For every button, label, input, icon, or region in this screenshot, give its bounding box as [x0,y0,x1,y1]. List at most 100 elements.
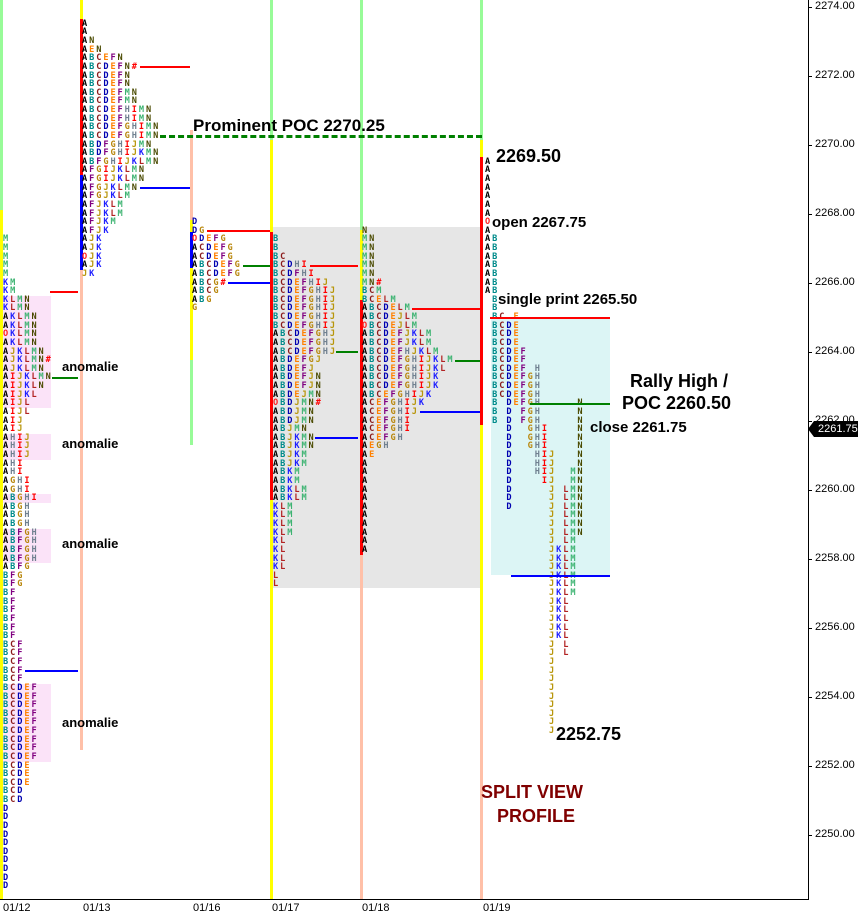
tpo-letter: B [3,665,11,676]
tpo-letter: E [24,760,32,771]
tpo-letter: M [411,320,419,331]
tpo-row: AB [485,287,499,296]
tpo-letter: H [315,320,323,331]
tpo-letter: L [17,337,25,348]
tpo-row: A [362,468,369,477]
tpo-letter: J [24,450,32,460]
tpo-row: ACEFGHIJK [362,399,426,408]
tpo-letter: F [89,182,97,193]
tpo-row: KLMN [3,295,31,305]
tpo-letter: M [17,303,25,314]
tpo-letter: K [556,588,564,598]
tpo-row: BF [3,606,17,615]
tpo-row: BCDEF [485,347,528,357]
tpo-letter: A [192,277,200,288]
tpo-row: ABCDEFGHIMN [82,130,160,141]
day-range-bar [270,0,273,140]
tpo-letter: G [220,234,228,245]
tpo-letter: E [390,312,398,322]
tpo-row: BCD [3,787,24,796]
tpo-row: BCDEFGHIJ [273,294,337,305]
tpo-letter: E [390,329,398,340]
tpo-letter: M [362,234,370,245]
tpo-letter: C [369,415,377,426]
tpo-letter: I [10,389,18,400]
tpo-row: A [485,183,492,193]
tpo-letter: D [17,700,25,711]
tpo-row: OBCDEJLM [362,320,419,331]
tpo-letter: E [294,381,302,391]
tpo-letter: B [369,381,377,391]
tpo-letter: E [513,329,521,340]
tpo-letter: D [103,105,111,115]
tpo-letter: B [3,786,11,797]
tpo-letter: M [570,562,578,573]
tpo-letter: G [527,406,535,417]
price-tick [808,214,812,215]
tpo-letter: K [96,234,104,245]
tpo-letter: F [17,527,25,538]
tpo-letter: M [31,355,39,366]
day-range-bar [190,268,193,360]
tpo-letter: C [10,700,18,711]
tpo-letter: A [485,243,493,253]
tpo-row: BCDEF [3,744,39,753]
tpo-row: BF [3,623,17,633]
tpo-letter: A [82,191,90,202]
tpo-letter: E [294,303,302,314]
tpo-letter: B [273,320,281,331]
tpo-letter: G [96,182,104,193]
anomaly-highlight [3,528,51,564]
tpo-letter: A [273,381,281,391]
tpo-letter: D [506,398,514,409]
tpo-letter: F [17,674,25,685]
tpo-letter: E [376,406,384,417]
tpo-letter: J [110,174,118,184]
tpo-row: ABKLM [273,494,309,503]
tpo-letter: A [3,562,11,573]
tpo-letter: F [220,243,228,253]
tpo-letter: A [362,467,370,478]
tpo-letter: M [3,243,11,253]
tpo-letter: A [362,501,370,512]
tpo-letter: F [308,337,316,348]
tpo-letter: N [124,79,132,90]
tpo-letter: M [570,553,578,564]
tpo-letter: L [440,355,448,366]
tpo-letter: D [3,829,11,840]
tpo-letter: E [294,294,302,305]
tpo-letter: L [138,156,146,167]
tpo-letter: B [492,406,500,417]
tpo-letter: N [577,424,585,435]
tpo-letter: N [577,415,585,426]
day-range-bar [190,220,193,232]
tpo-letter: B [89,105,97,115]
tpo-letter: I [322,294,330,305]
tpo-letter: M [301,493,309,504]
tpo-letter: H [24,519,32,529]
tpo-letter: L [563,536,571,547]
tpo-letter: B [3,613,11,624]
tpo-letter: A [485,199,493,210]
tpo-letter: I [138,130,146,141]
tpo-letter: K [273,519,281,529]
tpo-letter: J [548,648,557,659]
tpo-letter: G [124,122,132,133]
day-range-bar [480,425,483,680]
tpo-letter: N [577,510,585,521]
tpo-letter: H [24,501,32,512]
tpo-row: D J LMN [485,502,585,512]
tpo-letter: J [548,674,557,685]
tpo-letter: A [3,475,11,486]
tpo-letter: C [369,398,377,409]
tpo-letter: D [192,225,200,236]
tpo-row: J LMN [485,528,585,538]
level-line-poc [160,135,482,139]
tpo-letter: J [548,510,557,521]
tpo-letter: A [82,87,90,98]
tpo-letter: F [10,596,18,607]
tpo-letter: F [301,355,309,366]
tpo-letter: I [541,475,549,486]
tpo-letter: A [485,208,493,219]
tpo-letter: G [103,156,111,167]
